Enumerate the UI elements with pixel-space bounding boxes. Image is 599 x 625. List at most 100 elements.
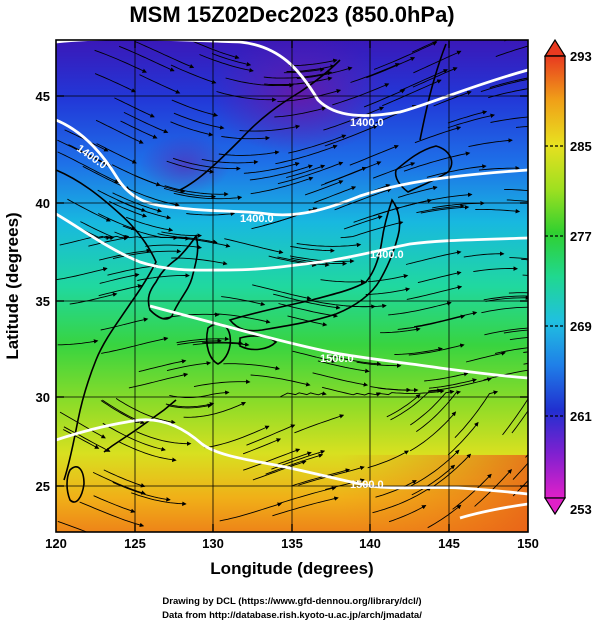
streamline bbox=[186, 211, 236, 217]
streamline bbox=[216, 91, 277, 102]
streamline bbox=[363, 89, 406, 108]
contour-label: 1400.0 bbox=[240, 213, 274, 225]
streamline bbox=[307, 299, 376, 309]
contour-labels: 1400.0 1400.0 1400.0 1400.0 1500.0 1500.… bbox=[74, 117, 403, 491]
contour-line-4 bbox=[149, 304, 528, 380]
streamline bbox=[394, 346, 443, 355]
streamline bbox=[79, 501, 145, 528]
streamline bbox=[432, 201, 485, 209]
streamline bbox=[283, 67, 325, 74]
streamline bbox=[134, 175, 186, 194]
streamline bbox=[62, 429, 100, 449]
streamline bbox=[350, 63, 400, 83]
streamline bbox=[388, 505, 427, 523]
streamline bbox=[221, 296, 266, 307]
streamline bbox=[101, 336, 169, 354]
streamline bbox=[463, 251, 505, 258]
colorbar-ticks bbox=[545, 55, 565, 417]
streamline bbox=[370, 386, 411, 393]
x-tick-label: 130 bbox=[202, 536, 224, 551]
streamline bbox=[447, 113, 495, 129]
streamline bbox=[263, 70, 333, 79]
streamline bbox=[98, 284, 143, 297]
streamline bbox=[252, 460, 307, 481]
streamline bbox=[475, 208, 521, 214]
streamline bbox=[288, 134, 347, 154]
tick-marks bbox=[56, 40, 528, 532]
streamline bbox=[312, 372, 369, 387]
streamline bbox=[397, 314, 466, 330]
streamline bbox=[527, 46, 528, 48]
colorbar: 293 285 277 269 261 253 bbox=[543, 38, 592, 517]
y-axis-label: Latitude (degrees) bbox=[3, 212, 22, 359]
streamline bbox=[277, 161, 344, 185]
streamline bbox=[88, 236, 129, 247]
streamline bbox=[224, 238, 284, 255]
streamline bbox=[483, 369, 528, 381]
x-tick-labels: 120 125 130 135 140 145 150 bbox=[45, 536, 539, 551]
streamline bbox=[329, 355, 382, 366]
streamline bbox=[365, 287, 411, 295]
streamline bbox=[166, 160, 215, 174]
streamline bbox=[69, 292, 118, 305]
x-tick-label: 145 bbox=[438, 536, 460, 551]
streamline bbox=[92, 471, 146, 495]
streamline bbox=[136, 431, 192, 446]
streamline bbox=[343, 215, 383, 230]
plot-area bbox=[56, 40, 528, 532]
streamline bbox=[413, 311, 478, 328]
streamline bbox=[373, 41, 438, 70]
streamline bbox=[165, 402, 215, 408]
streamline bbox=[242, 438, 282, 455]
streamline bbox=[291, 468, 351, 487]
colorbar-label: 269 bbox=[570, 319, 592, 334]
streamline bbox=[264, 76, 333, 86]
streamline bbox=[99, 272, 140, 284]
streamline bbox=[114, 97, 155, 118]
streamline bbox=[100, 400, 140, 423]
coastline-taiwan bbox=[66, 466, 85, 503]
streamline bbox=[139, 74, 181, 94]
streamline bbox=[504, 40, 509, 42]
streamline bbox=[97, 213, 136, 231]
streamline bbox=[292, 350, 337, 364]
streamline bbox=[447, 421, 479, 456]
streamline bbox=[474, 469, 513, 507]
coastline-china bbox=[56, 169, 157, 481]
streamline bbox=[204, 425, 270, 449]
contour-line-5 bbox=[56, 418, 528, 496]
streamline bbox=[403, 151, 471, 172]
streamline bbox=[59, 411, 106, 439]
x-axis-label: Longitude (degrees) bbox=[210, 559, 373, 578]
streamline bbox=[199, 54, 254, 73]
streamline bbox=[56, 267, 108, 281]
map-title: MSM 15Z02Dec2023 (850.0hPa) bbox=[129, 2, 454, 27]
colorbar-label: 277 bbox=[570, 229, 592, 244]
colorbar-label: 285 bbox=[570, 139, 592, 154]
streamline bbox=[68, 144, 113, 167]
streamline bbox=[514, 77, 528, 82]
contour-label: 1400.0 bbox=[350, 117, 384, 129]
streamline bbox=[290, 245, 335, 253]
coastline-honshu bbox=[228, 198, 401, 332]
streamline bbox=[172, 157, 241, 171]
x-tick-label: 140 bbox=[359, 536, 381, 551]
streamline bbox=[294, 414, 345, 434]
streamline bbox=[287, 315, 328, 327]
streamline bbox=[252, 284, 312, 301]
streamline bbox=[414, 126, 462, 144]
streamline bbox=[416, 203, 465, 214]
streamline bbox=[304, 180, 344, 196]
colorbar-label: 253 bbox=[570, 502, 592, 517]
streamline bbox=[410, 389, 455, 426]
streamline bbox=[286, 164, 326, 179]
streamline bbox=[63, 426, 111, 452]
streamline bbox=[57, 151, 120, 183]
streamline bbox=[96, 143, 137, 164]
streamline bbox=[506, 199, 528, 202]
streamline bbox=[117, 199, 172, 220]
streamline bbox=[490, 116, 528, 123]
streamline bbox=[211, 53, 252, 67]
streamline bbox=[107, 263, 160, 276]
streamline bbox=[277, 256, 330, 267]
